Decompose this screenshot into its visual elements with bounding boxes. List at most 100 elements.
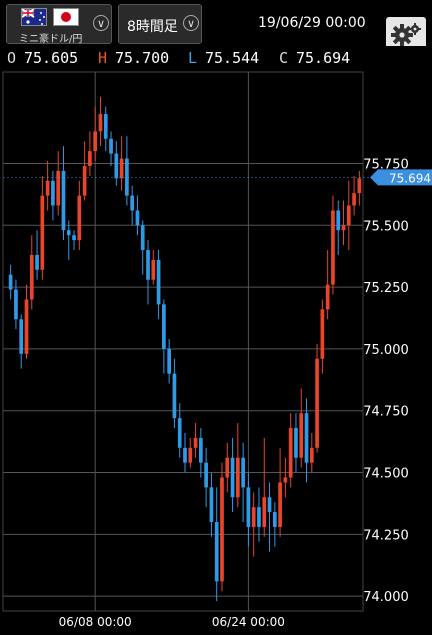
gear-icon [391,23,421,46]
candle-body [199,437,203,463]
candle-body [246,487,251,527]
candle-body [93,131,98,152]
candle-body [294,428,298,458]
y-tick-label: 74.000 [363,590,409,605]
candle-body [119,158,124,179]
candle-body [103,114,108,139]
candle-body [336,210,341,231]
candle-body [209,487,214,522]
candle-body [135,210,140,226]
candle-body [61,170,66,231]
candle-body [24,299,29,354]
candle-body [77,195,82,241]
candle-body [357,178,362,194]
candle-body [19,319,24,354]
y-tick-label: 75.750 [363,157,409,172]
last-price-tag [370,169,432,186]
candle-body [230,457,235,498]
last-price-label: 75.694 [389,171,431,185]
candle-body [278,482,282,527]
candle-body [140,225,145,251]
candle-body [45,180,50,196]
candle-body [251,507,256,527]
candle-body [156,259,161,305]
candle-body [130,195,135,211]
candle-body [225,457,230,478]
y-tick-label: 75.250 [363,281,409,296]
timeframe-selector[interactable]: 8時間足 ∨ [118,4,202,44]
candle-body [241,457,245,488]
candle-body [272,512,277,527]
candle-body [29,254,34,300]
candlestick-chart[interactable]: 75.750 75.500 75.250 75.000 74.750 74.500 74.2… [0,70,432,635]
close-label: C [279,49,289,67]
low-label: L [188,49,198,67]
high-value: 75.700 [115,49,170,67]
open-label: O [7,49,17,67]
x-tick-label: 06/08 00:00 [59,615,132,629]
candle-body [235,457,240,498]
candle-body [325,284,330,310]
candle-body [309,447,314,463]
chevron-down-icon: ∨ [93,15,109,31]
candle-body [304,413,309,463]
candle-body [315,358,319,448]
high-label: H [98,49,108,67]
y-tick-label: 75.000 [363,343,409,358]
top-toolbar: ミニ豪ドル/円 ∨ 8時間足 ∨ 19/06/29 00:00 [0,0,432,46]
candle-body [35,254,39,270]
timeframe-label: 8時間足 [127,19,178,35]
candle-body [82,165,87,196]
candle-body [66,230,71,236]
candle-body [262,497,267,527]
candle-body [162,304,166,349]
candle-body [125,158,129,196]
close-value: 75.694 [296,49,351,67]
candle-body [14,289,18,320]
current-datetime: 19/06/29 00:00 [258,15,366,31]
candle-body [177,418,182,448]
candle-body [283,477,288,483]
candle-body [320,309,325,359]
candle-body [267,497,272,513]
candle-body [56,170,61,206]
y-tick-label: 74.250 [363,528,409,543]
chevron-down-icon: ∨ [183,15,199,31]
candle-body [220,477,224,582]
candle-body [167,348,171,374]
candle-body [352,193,356,206]
low-value: 75.544 [205,49,260,67]
candle-body [8,274,13,290]
candle-body [72,235,76,241]
ohlc-bar: O 75.605 H 75.700 L 75.544 C 75.694 [0,46,432,70]
y-tick-label: 75.500 [363,219,409,234]
y-tick-label: 74.750 [363,405,409,420]
candle-body [146,250,150,280]
candle-body [214,521,219,582]
candle-body [193,437,198,448]
candle-body [331,210,335,285]
settings-button[interactable] [386,17,426,53]
candle-body [88,151,92,166]
candle-body [188,447,193,463]
candle-body [257,507,261,527]
candle-body [204,462,208,488]
candle-body [109,138,113,154]
y-tick-label: 74.500 [363,467,409,482]
plot-area [2,71,364,612]
candle-body [114,153,119,179]
candle-body [183,447,187,463]
open-value: 75.605 [24,49,79,67]
japan-flag-icon [53,8,79,26]
candle-body [40,195,45,270]
candle-body [299,413,304,458]
candle-body [98,114,103,132]
candle-body [51,180,55,206]
candle-body [172,373,177,419]
candle-body [288,428,293,478]
currency-pair-selector[interactable]: ミニ豪ドル/円 ∨ [6,4,112,45]
currency-pair-label: ミニ豪ドル/円 [19,34,83,45]
australia-flag-icon [21,8,47,26]
candle-body [151,259,156,280]
candle-body [346,205,351,226]
